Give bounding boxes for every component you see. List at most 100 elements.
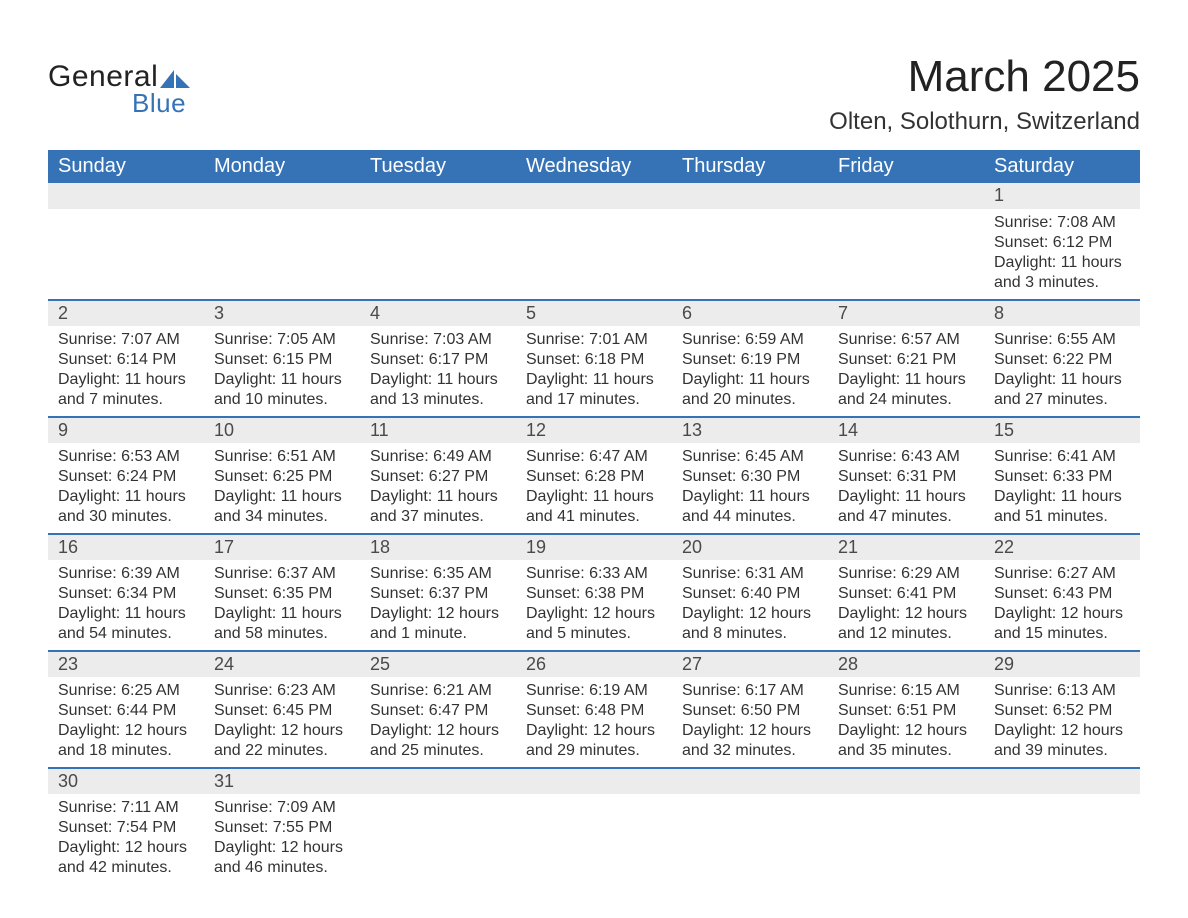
daylight-text-1: Daylight: 11 hours [58, 370, 194, 390]
day-number-cell: 3 [204, 300, 360, 326]
day-number-cell: 16 [48, 534, 204, 560]
daylight-text-2: and 27 minutes. [994, 390, 1130, 410]
daylight-text-1: Daylight: 12 hours [58, 838, 194, 858]
week-num-row: 16171819202122 [48, 534, 1140, 560]
sunset-text: Sunset: 6:31 PM [838, 467, 974, 487]
sunset-text: Sunset: 6:22 PM [994, 350, 1130, 370]
sunrise-text: Sunrise: 6:55 AM [994, 330, 1130, 350]
daylight-text-1: Daylight: 12 hours [370, 604, 506, 624]
sunrise-text: Sunrise: 6:51 AM [214, 447, 350, 467]
sunset-text: Sunset: 7:54 PM [58, 818, 194, 838]
day-header: Sunday [48, 150, 204, 183]
sunrise-text: Sunrise: 7:11 AM [58, 798, 194, 818]
week-body-row: Sunrise: 7:11 AMSunset: 7:54 PMDaylight:… [48, 794, 1140, 884]
day-number-cell [48, 183, 204, 209]
sunset-text: Sunset: 6:12 PM [994, 233, 1130, 253]
daylight-text-1: Daylight: 11 hours [526, 487, 662, 507]
daylight-text-1: Daylight: 11 hours [214, 487, 350, 507]
day-body-cell: Sunrise: 7:09 AMSunset: 7:55 PMDaylight:… [204, 794, 360, 884]
daylight-text-2: and 30 minutes. [58, 507, 194, 527]
sunrise-text: Sunrise: 6:39 AM [58, 564, 194, 584]
day-body-cell: Sunrise: 6:17 AMSunset: 6:50 PMDaylight:… [672, 677, 828, 768]
day-number-cell: 4 [360, 300, 516, 326]
daylight-text-2: and 25 minutes. [370, 741, 506, 761]
page-title: March 2025 [829, 52, 1140, 102]
sunset-text: Sunset: 7:55 PM [214, 818, 350, 838]
day-body-cell [516, 794, 672, 884]
sunrise-text: Sunrise: 6:27 AM [994, 564, 1130, 584]
daylight-text-1: Daylight: 12 hours [526, 604, 662, 624]
day-number-cell: 26 [516, 651, 672, 677]
daylight-text-2: and 44 minutes. [682, 507, 818, 527]
daylight-text-2: and 47 minutes. [838, 507, 974, 527]
day-header: Saturday [984, 150, 1140, 183]
day-number-cell [516, 183, 672, 209]
day-number-cell: 12 [516, 417, 672, 443]
sunset-text: Sunset: 6:43 PM [994, 584, 1130, 604]
sunrise-text: Sunrise: 6:33 AM [526, 564, 662, 584]
day-number-cell [828, 183, 984, 209]
sunrise-text: Sunrise: 7:05 AM [214, 330, 350, 350]
day-number-cell: 29 [984, 651, 1140, 677]
day-number-cell: 10 [204, 417, 360, 443]
week-num-row: 1 [48, 183, 1140, 209]
daylight-text-2: and 8 minutes. [682, 624, 818, 644]
day-body-cell: Sunrise: 7:07 AMSunset: 6:14 PMDaylight:… [48, 326, 204, 417]
daylight-text-1: Daylight: 11 hours [682, 487, 818, 507]
day-number-cell [672, 768, 828, 794]
daylight-text-2: and 20 minutes. [682, 390, 818, 410]
daylight-text-2: and 39 minutes. [994, 741, 1130, 761]
sunrise-text: Sunrise: 6:25 AM [58, 681, 194, 701]
daylight-text-1: Daylight: 11 hours [370, 370, 506, 390]
sunrise-text: Sunrise: 7:09 AM [214, 798, 350, 818]
day-body-cell: Sunrise: 7:01 AMSunset: 6:18 PMDaylight:… [516, 326, 672, 417]
day-body-cell [204, 209, 360, 300]
day-body-cell: Sunrise: 6:43 AMSunset: 6:31 PMDaylight:… [828, 443, 984, 534]
day-header-row: SundayMondayTuesdayWednesdayThursdayFrid… [48, 150, 1140, 183]
day-body-cell: Sunrise: 6:41 AMSunset: 6:33 PMDaylight:… [984, 443, 1140, 534]
daylight-text-1: Daylight: 11 hours [994, 370, 1130, 390]
daylight-text-1: Daylight: 11 hours [58, 604, 194, 624]
daylight-text-2: and 46 minutes. [214, 858, 350, 878]
day-body-cell: Sunrise: 6:47 AMSunset: 6:28 PMDaylight:… [516, 443, 672, 534]
daylight-text-2: and 37 minutes. [370, 507, 506, 527]
daylight-text-1: Daylight: 11 hours [838, 370, 974, 390]
daylight-text-1: Daylight: 11 hours [838, 487, 974, 507]
day-number-cell [828, 768, 984, 794]
sunset-text: Sunset: 6:17 PM [370, 350, 506, 370]
sunrise-text: Sunrise: 6:15 AM [838, 681, 974, 701]
day-body-cell: Sunrise: 6:59 AMSunset: 6:19 PMDaylight:… [672, 326, 828, 417]
day-body-cell: Sunrise: 6:13 AMSunset: 6:52 PMDaylight:… [984, 677, 1140, 768]
day-number-cell: 19 [516, 534, 672, 560]
daylight-text-2: and 3 minutes. [994, 273, 1130, 293]
day-body-cell [516, 209, 672, 300]
day-number-cell: 8 [984, 300, 1140, 326]
day-body-cell: Sunrise: 6:39 AMSunset: 6:34 PMDaylight:… [48, 560, 204, 651]
daylight-text-1: Daylight: 12 hours [838, 721, 974, 741]
sunrise-text: Sunrise: 6:45 AM [682, 447, 818, 467]
day-header: Thursday [672, 150, 828, 183]
day-number-cell: 30 [48, 768, 204, 794]
title-block: March 2025 Olten, Solothurn, Switzerland [829, 52, 1140, 136]
day-body-cell: Sunrise: 6:31 AMSunset: 6:40 PMDaylight:… [672, 560, 828, 651]
day-header: Friday [828, 150, 984, 183]
daylight-text-2: and 54 minutes. [58, 624, 194, 644]
daylight-text-2: and 22 minutes. [214, 741, 350, 761]
day-number-cell [672, 183, 828, 209]
daylight-text-2: and 15 minutes. [994, 624, 1130, 644]
daylight-text-2: and 58 minutes. [214, 624, 350, 644]
day-body-cell [48, 209, 204, 300]
daylight-text-1: Daylight: 12 hours [58, 721, 194, 741]
day-body-cell [672, 794, 828, 884]
sunrise-text: Sunrise: 6:21 AM [370, 681, 506, 701]
day-number-cell: 28 [828, 651, 984, 677]
day-body-cell [360, 794, 516, 884]
daylight-text-1: Daylight: 12 hours [682, 604, 818, 624]
day-number-cell: 6 [672, 300, 828, 326]
daylight-text-2: and 17 minutes. [526, 390, 662, 410]
sunrise-text: Sunrise: 6:23 AM [214, 681, 350, 701]
day-body-cell [828, 209, 984, 300]
daylight-text-2: and 12 minutes. [838, 624, 974, 644]
day-number-cell [516, 768, 672, 794]
sunrise-text: Sunrise: 6:19 AM [526, 681, 662, 701]
